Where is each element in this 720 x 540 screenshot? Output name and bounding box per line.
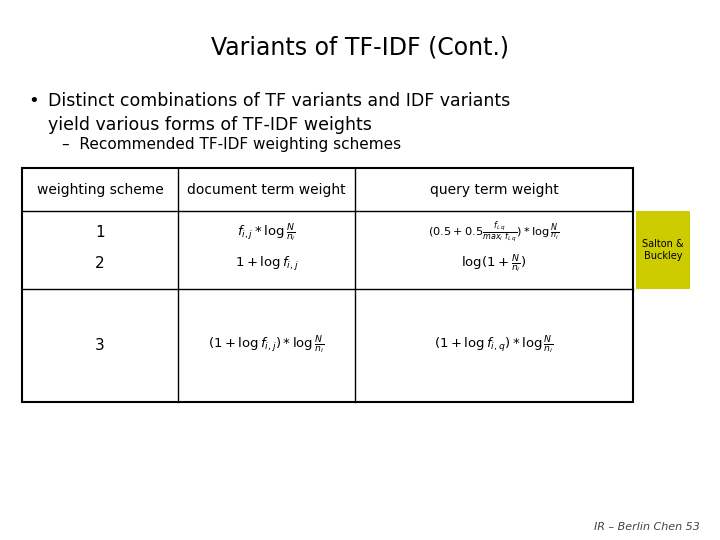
Text: $(1 + \log f_{i,j}) * \log \frac{N}{n_i}$: $(1 + \log f_{i,j}) * \log \frac{N}{n_i}… — [208, 334, 325, 356]
Text: weighting scheme: weighting scheme — [37, 183, 163, 197]
Text: 3: 3 — [95, 338, 105, 353]
Text: yield various forms of TF-IDF weights: yield various forms of TF-IDF weights — [48, 116, 372, 134]
Text: document term weight: document term weight — [187, 183, 346, 197]
Text: Salton &
Buckley: Salton & Buckley — [642, 239, 684, 261]
Text: $(0.5 + 0.5\frac{f_{i,q}}{max_i\ f_{i,q}}) * \log \frac{N}{n_i}$: $(0.5 + 0.5\frac{f_{i,q}}{max_i\ f_{i,q}… — [428, 220, 559, 246]
Text: Distinct combinations of TF variants and IDF variants: Distinct combinations of TF variants and… — [48, 92, 510, 110]
Text: $1 + \log f_{i,j}$: $1 + \log f_{i,j}$ — [235, 255, 298, 273]
Text: IR – Berlin Chen 53: IR – Berlin Chen 53 — [594, 522, 700, 532]
Text: •: • — [28, 92, 39, 110]
Text: $(1 + \log f_{i,q}) * \log \frac{N}{n_i}$: $(1 + \log f_{i,q}) * \log \frac{N}{n_i}… — [434, 334, 554, 356]
Text: $\log(1 + \frac{N}{n_i})$: $\log(1 + \frac{N}{n_i})$ — [462, 253, 527, 275]
Bar — [636, 211, 690, 288]
Text: $f_{i,j} * \log \frac{N}{n_i}$: $f_{i,j} * \log \frac{N}{n_i}$ — [237, 222, 296, 244]
Text: –  Recommended TF-IDF weighting schemes: – Recommended TF-IDF weighting schemes — [62, 137, 401, 152]
Text: query term weight: query term weight — [430, 183, 559, 197]
Text: 2: 2 — [95, 256, 104, 271]
Text: 1: 1 — [95, 225, 104, 240]
Bar — [22, 168, 633, 402]
Text: Variants of TF-IDF (Cont.): Variants of TF-IDF (Cont.) — [211, 35, 509, 59]
